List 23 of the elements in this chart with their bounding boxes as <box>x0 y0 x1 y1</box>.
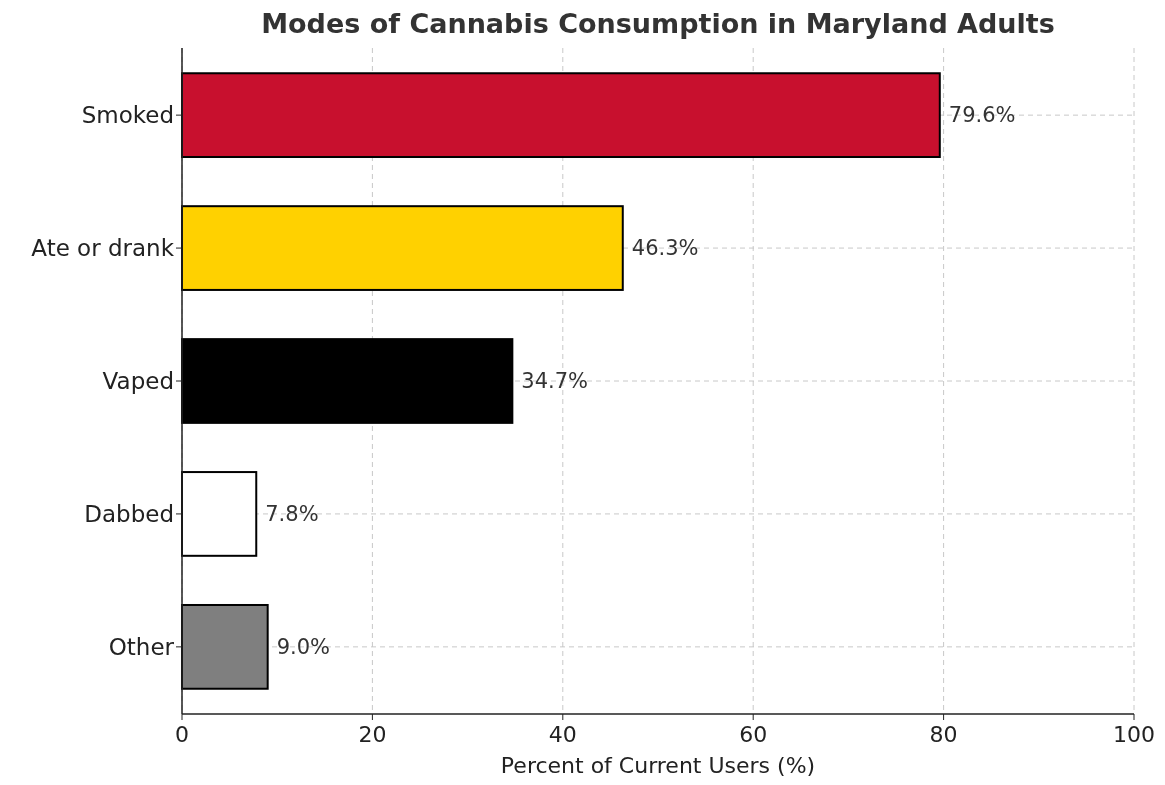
data-label: 46.3% <box>631 236 699 261</box>
bar <box>181 205 624 291</box>
bar <box>181 603 269 690</box>
y-tick-label: Smoked <box>81 102 174 129</box>
y-tick-label: Vaped <box>102 368 174 395</box>
data-label: 34.7% <box>521 369 589 394</box>
x-tick-label: 80 <box>929 722 958 747</box>
chart-title: Modes of Cannabis Consumption in Maryland Adults <box>261 8 1055 39</box>
bar <box>181 471 258 557</box>
y-tick-label: Dabbed <box>84 500 174 527</box>
x-tick-label: 20 <box>358 722 387 747</box>
data-label: 79.6% <box>948 103 1016 128</box>
x-tick-label: 40 <box>548 722 577 747</box>
bar <box>181 72 941 159</box>
x-axis-title: Percent of Current Users (%) <box>500 753 816 778</box>
data-label: 7.8% <box>265 502 319 527</box>
x-tick-label: 0 <box>175 722 189 747</box>
bar <box>181 338 514 424</box>
y-tick-label: Ate or drank <box>31 235 175 262</box>
x-tick-label: 100 <box>1113 722 1155 747</box>
y-tick-label: Other <box>108 633 175 660</box>
data-label: 9.0% <box>276 635 331 660</box>
x-tick-label: 60 <box>739 722 768 747</box>
